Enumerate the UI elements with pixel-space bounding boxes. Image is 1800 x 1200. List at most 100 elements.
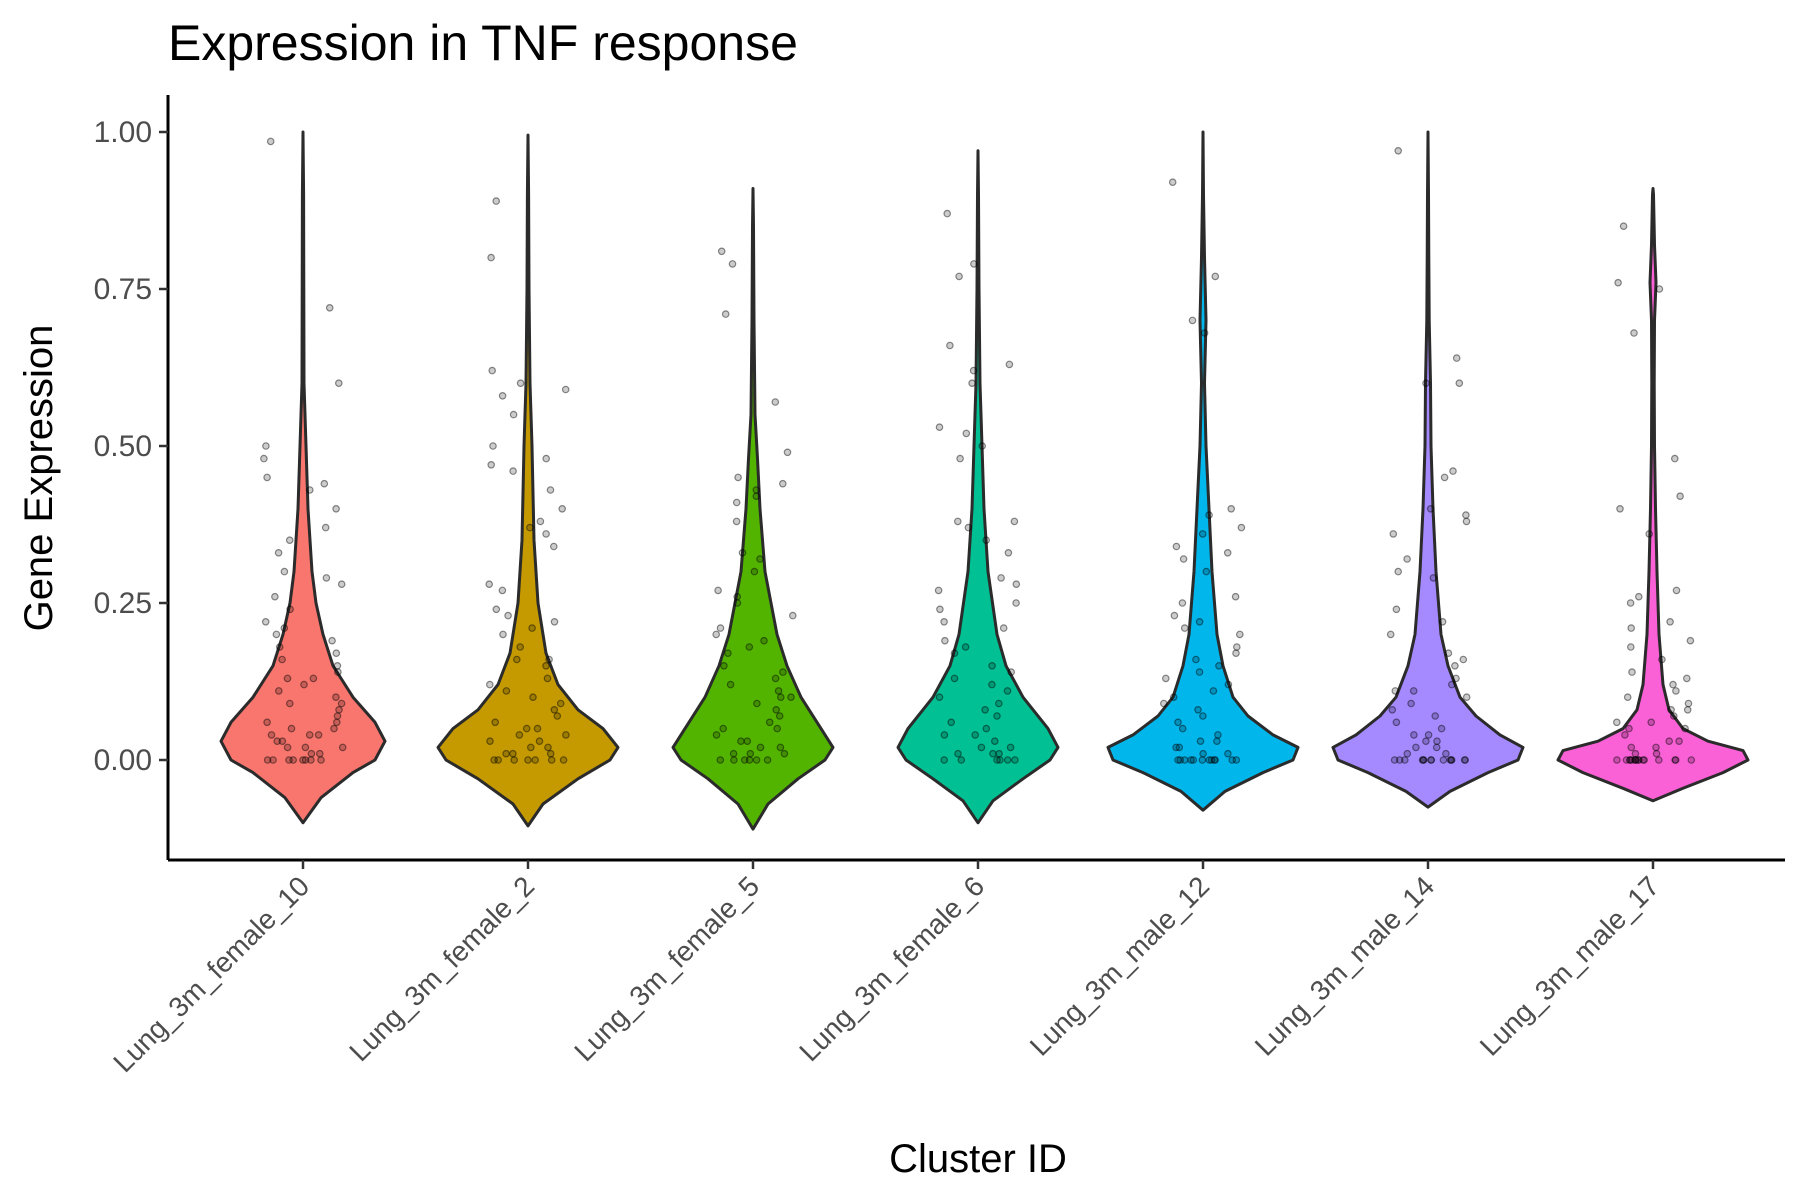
data-point [787,693,795,702]
data-point [1616,504,1624,513]
data-point [1625,724,1633,733]
data-point [516,379,525,388]
data-point [529,693,537,702]
data-point [321,523,330,532]
data-point [1419,756,1428,764]
data-point [512,655,521,664]
data-point [1613,718,1621,727]
data-point [1462,693,1471,702]
data-point [332,693,340,702]
data-point [774,687,783,695]
data-point [528,624,536,632]
data-point [301,756,310,764]
data-point [546,749,555,758]
data-point [743,737,752,746]
data-point [1433,737,1441,746]
data-point [726,680,735,689]
data-point [1422,737,1430,746]
data-point [1205,756,1214,764]
data-point [558,504,567,513]
data-point [1392,605,1401,614]
data-point [287,724,296,733]
data-point [278,737,287,746]
data-point [753,699,761,708]
data-point [332,718,341,727]
data-point [1160,699,1168,708]
data-point [1627,643,1635,651]
data-point [732,498,741,507]
data-point [1451,661,1459,670]
violin-Lung_3m_male_14 [1331,130,1525,809]
data-point [1211,272,1220,281]
data-point [1670,712,1678,720]
data-point [989,749,997,758]
data-point [1169,693,1178,702]
x-tick-label: Lung_3m_female_5 [568,870,765,1067]
data-point [498,586,507,595]
data-point [1012,580,1021,589]
data-point [1452,674,1460,683]
data-point [994,699,1003,708]
data-point [1645,530,1654,538]
violin-Lung_3m_male_12 [1106,130,1300,812]
data-point [524,756,532,764]
data-point [542,661,550,670]
data-point [1613,756,1621,764]
data-point [328,636,336,645]
data-point [1447,756,1456,764]
data-point [280,624,289,632]
data-point [1179,555,1188,563]
data-point [1162,674,1170,683]
data-point [1665,737,1674,746]
data-point [1431,712,1440,720]
data-point [971,731,980,739]
data-point [982,536,991,545]
data-point [1005,360,1014,369]
data-point [1452,354,1461,362]
data-point [993,756,1001,764]
x-axis-title: Cluster ID [889,1137,1067,1181]
y-tick-label: 0.75 [94,273,152,306]
data-point [502,749,510,758]
data-point [1232,649,1240,658]
data-point [1684,699,1693,708]
data-point [545,655,553,664]
data-point [526,743,535,752]
data-point [544,743,552,752]
data-point [1403,555,1411,563]
data-point [1672,586,1681,595]
data-point [730,756,738,764]
data-point [746,749,755,758]
data-point [489,442,497,450]
data-point [1174,718,1182,727]
x-axis: Lung_3m_female_10 Lung_3m_female_2 Lung_3m… [107,858,1785,1078]
data-point [978,442,987,450]
data-point [1192,655,1200,664]
data-point [285,699,294,708]
data-point [261,617,270,626]
data-point [947,718,956,727]
data-point [1622,756,1631,764]
data-point [957,756,966,764]
data-point [335,705,343,714]
data-point [1178,599,1187,607]
data-point [732,517,741,526]
data-point [283,674,292,683]
data-point [1686,636,1695,645]
data-point [1407,699,1415,708]
data-point [550,705,559,714]
data-point [274,548,283,557]
y-tick-label: 0.50 [94,430,152,463]
data-point [561,385,570,394]
data-point [1209,687,1218,695]
violin-Lung_3m_female_10 [219,130,387,825]
data-point [1403,749,1412,758]
data-point [1614,278,1622,287]
data-point [488,366,497,375]
data-point [1180,624,1189,632]
data-point [332,649,341,658]
data-point [322,574,331,582]
data-point [716,756,725,764]
data-point [1424,731,1433,739]
data-point [305,731,314,739]
